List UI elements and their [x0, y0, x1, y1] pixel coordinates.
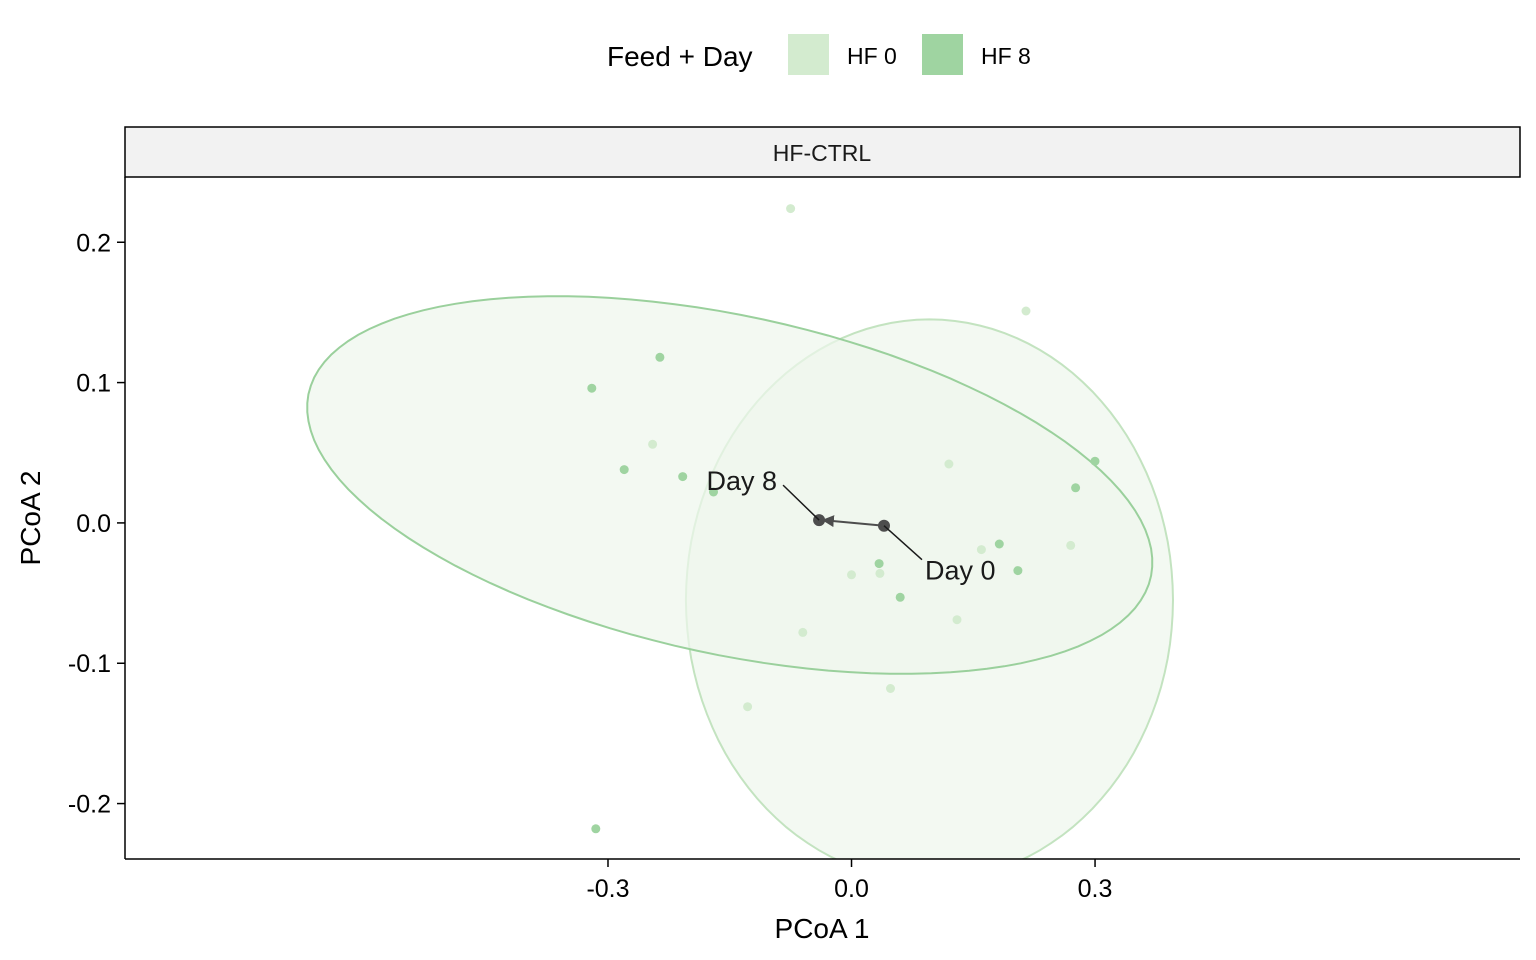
point-hf0 — [648, 439, 658, 449]
point-hf0 — [944, 459, 954, 469]
y-tick-label: 0.2 — [76, 229, 111, 257]
point-hf0 — [743, 702, 753, 712]
legend-label-hf8: HF 8 — [981, 43, 1031, 69]
point-hf0 — [847, 570, 856, 580]
point-hf0 — [1021, 306, 1031, 316]
facet-strip-label: HF-CTRL — [773, 140, 872, 166]
trajectory-label-day8: Day 8 — [707, 466, 778, 496]
legend-key-hf0 — [788, 34, 829, 75]
legend: Feed + Day HF 0 HF 8 — [607, 34, 1031, 75]
point-hf8 — [709, 487, 718, 497]
point-hf8 — [591, 824, 601, 834]
point-hf8 — [1013, 566, 1023, 576]
point-hf0 — [952, 615, 962, 625]
trajectory-layer: Day 0 Day 8 — [707, 466, 996, 586]
point-hf8 — [678, 472, 688, 482]
ellipse-hf8 — [306, 295, 1154, 675]
x-tick-label: 0.0 — [834, 875, 869, 903]
legend-title: Feed + Day — [607, 41, 753, 72]
y-tick-label: 0.0 — [76, 510, 111, 538]
x-axis-title: PCoA 1 — [775, 913, 870, 944]
point-hf8 — [874, 559, 884, 569]
point-hf0 — [976, 545, 986, 555]
label-leader-day8 — [782, 484, 820, 521]
point-hf8 — [1071, 483, 1081, 493]
y-tick-label: -0.1 — [68, 650, 111, 678]
x-tick-label: -0.3 — [586, 875, 629, 903]
trajectory-arrow — [821, 515, 885, 528]
facet-strip-box — [124, 126, 1521, 178]
point-hf0 — [1066, 540, 1076, 550]
ellipses-layer — [306, 295, 1175, 859]
legend-label-hf0: HF 0 — [847, 43, 897, 69]
point-hf0 — [886, 684, 895, 693]
point-hf0 — [798, 627, 808, 637]
point-hf8 — [895, 592, 905, 602]
y-axis-title: PCoA 2 — [15, 471, 46, 566]
points-layer — [587, 204, 1100, 834]
point-hf8 — [587, 383, 597, 393]
point-hf0 — [786, 204, 796, 214]
trajectory-label-day0: Day 0 — [925, 556, 996, 586]
label-leader-day0 — [883, 525, 923, 561]
y-tick-label: 0.1 — [76, 370, 111, 398]
point-hf8 — [619, 465, 629, 475]
point-hf8 — [1090, 456, 1100, 466]
legend-key-hf8 — [922, 34, 963, 75]
x-tick-label: 0.3 — [1078, 875, 1113, 903]
facet-strip: HF-CTRL — [124, 126, 1521, 178]
y-axis-ticks: -0.2 -0.1 0.0 0.1 0.2 — [68, 229, 125, 819]
point-hf0 — [875, 568, 885, 578]
point-hf8 — [994, 539, 1004, 549]
point-hf8 — [655, 352, 665, 362]
x-axis-ticks: -0.3 0.0 0.3 — [586, 859, 1112, 903]
y-tick-label: -0.2 — [68, 791, 111, 819]
